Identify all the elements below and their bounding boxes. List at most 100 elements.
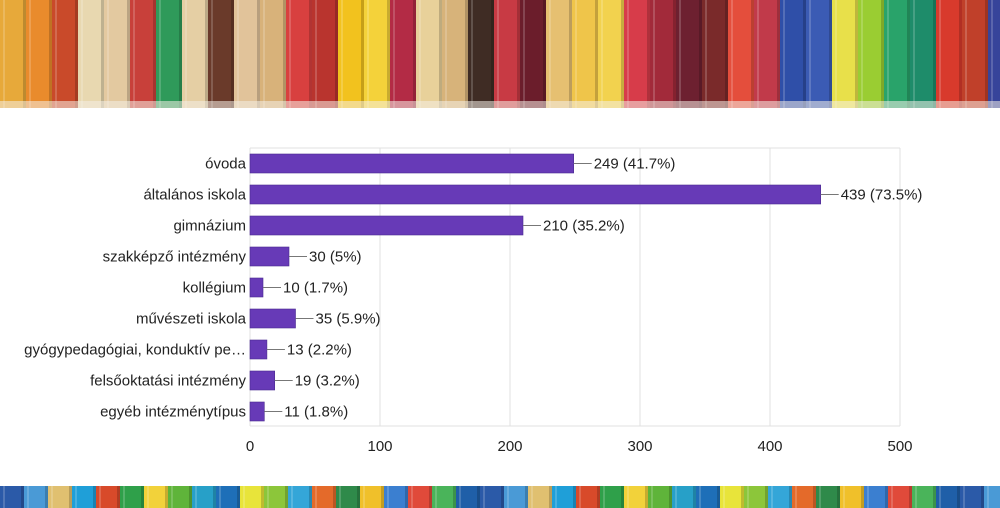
pencil-highlight	[843, 486, 845, 508]
pencil-shadow	[165, 486, 168, 508]
category-label: általános iskola	[143, 187, 246, 204]
pencil-highlight	[81, 0, 83, 108]
bar	[249, 401, 265, 422]
pencil	[312, 486, 337, 508]
pencil	[936, 486, 961, 508]
pencil	[24, 486, 49, 508]
pencil	[650, 0, 677, 108]
pencil	[728, 0, 755, 108]
pencil-highlight	[579, 486, 581, 508]
pencil-highlight	[435, 486, 437, 508]
pencil	[988, 0, 1000, 108]
pencil-shadow	[751, 0, 754, 108]
colored-pencils-banner-top	[0, 0, 1000, 108]
pencil	[884, 0, 911, 108]
pencil-end	[936, 101, 962, 108]
pencil-shadow	[387, 0, 390, 108]
pencil-highlight	[27, 486, 29, 508]
pencils-top-graphic	[0, 0, 1000, 108]
pencil	[48, 486, 73, 508]
pencil-end	[676, 101, 702, 108]
pencil-highlight	[341, 0, 343, 108]
pencil-shadow	[439, 0, 442, 108]
pencil-highlight	[531, 486, 533, 508]
pencil	[864, 486, 889, 508]
pencil-shadow	[141, 486, 144, 508]
pencil-shadow	[477, 486, 480, 508]
pencil	[600, 486, 625, 508]
pencil	[702, 0, 729, 108]
pencil-end	[208, 101, 234, 108]
pencil-highlight	[731, 0, 733, 108]
pencil-highlight	[575, 0, 577, 108]
pencil-highlight	[445, 0, 447, 108]
pencil-shadow	[333, 486, 336, 508]
pencil-shadow	[205, 0, 208, 108]
pencil-end	[988, 101, 1000, 108]
pencil-shadow	[985, 0, 988, 108]
pencil-highlight	[55, 0, 57, 108]
pencil	[572, 0, 599, 108]
x-axis-ticks: 0 100 200 300 400 500	[246, 438, 913, 455]
pencil-shadow	[117, 486, 120, 508]
pencil-shadow	[429, 486, 432, 508]
pencil-shadow	[933, 486, 936, 508]
pencil-highlight	[795, 486, 797, 508]
pencil-highlight	[987, 486, 989, 508]
pencil-highlight	[783, 0, 785, 108]
pencil-shadow	[803, 0, 806, 108]
x-tick-label: 300	[627, 438, 652, 455]
pencil	[840, 486, 865, 508]
pencil-shadow	[335, 0, 338, 108]
pencil-shadow	[699, 0, 702, 108]
pencil-highlight	[675, 486, 677, 508]
pencil-shadow	[501, 486, 504, 508]
pencil-highlight	[891, 486, 893, 508]
pencil-shadow	[491, 0, 494, 108]
pencil	[504, 486, 529, 508]
pencil	[984, 486, 1000, 508]
pencil-end	[182, 101, 208, 108]
pencil-highlight	[699, 486, 701, 508]
pencil-highlight	[3, 486, 5, 508]
pencil-shadow	[257, 0, 260, 108]
category-label: kollégium	[183, 280, 246, 297]
pencil	[912, 486, 937, 508]
pencil	[260, 0, 287, 108]
pencil-shadow	[453, 486, 456, 508]
pencil-highlight	[965, 0, 967, 108]
pencil	[960, 486, 985, 508]
pencil	[264, 486, 289, 508]
pencil-end	[312, 101, 338, 108]
pencil-highlight	[939, 0, 941, 108]
pencil	[96, 486, 121, 508]
pencil	[816, 486, 841, 508]
pencil-shadow	[645, 486, 648, 508]
pencil-shadow	[621, 0, 624, 108]
pencil	[480, 486, 505, 508]
pencil	[360, 486, 385, 508]
pencil	[168, 486, 193, 508]
pencil-highlight	[99, 486, 101, 508]
pencil	[858, 0, 885, 108]
pencil	[338, 0, 365, 108]
pencil-end	[858, 101, 884, 108]
pencil-shadow	[543, 0, 546, 108]
pencil	[552, 486, 577, 508]
pencil-shadow	[69, 486, 72, 508]
pencil-highlight	[651, 486, 653, 508]
pencil-highlight	[171, 486, 173, 508]
pencil	[72, 486, 97, 508]
pencil	[130, 0, 157, 108]
pencil-end	[598, 101, 624, 108]
pencil	[192, 486, 217, 508]
pencil-shadow	[907, 0, 910, 108]
pencil-end	[286, 101, 312, 108]
pencil	[528, 486, 553, 508]
pencil	[598, 0, 625, 108]
pencil-end	[416, 101, 442, 108]
pencil-shadow	[413, 0, 416, 108]
pencil-highlight	[867, 486, 869, 508]
pencil-end	[962, 101, 988, 108]
pencil	[624, 486, 649, 508]
